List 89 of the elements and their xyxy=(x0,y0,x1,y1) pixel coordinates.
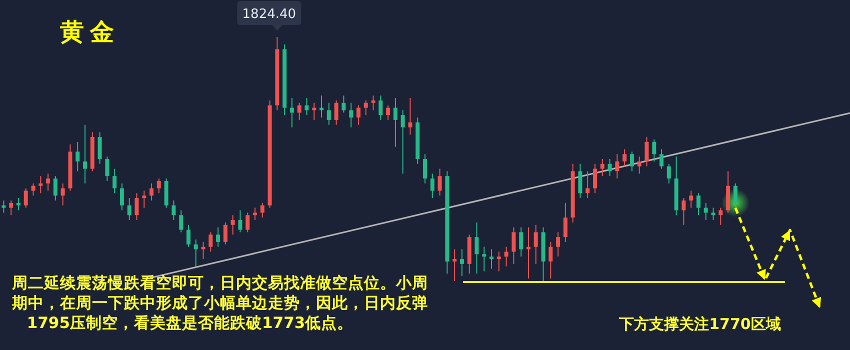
candlestick xyxy=(386,104,390,120)
candlestick xyxy=(393,98,398,148)
candlestick xyxy=(156,178,161,194)
chart-title: 黄金 xyxy=(59,18,120,46)
candlestick xyxy=(586,170,590,199)
candlestick xyxy=(615,154,620,180)
candlestick xyxy=(53,176,58,201)
candlestick xyxy=(112,168,117,194)
candlestick xyxy=(622,148,627,167)
candlestick xyxy=(216,226,220,248)
candlestick xyxy=(400,110,405,174)
candlestick xyxy=(696,192,700,216)
candlestick xyxy=(689,190,694,208)
candlestick xyxy=(304,98,309,116)
candlestick xyxy=(9,200,14,216)
candlestick xyxy=(704,202,708,220)
candlestick xyxy=(105,156,110,182)
candlestick xyxy=(718,207,723,226)
candlestick xyxy=(682,198,686,226)
candlestick xyxy=(548,241,553,280)
candlestick xyxy=(334,100,338,126)
candlestick xyxy=(482,246,486,272)
candlestick xyxy=(24,188,28,208)
candlestick xyxy=(371,95,376,111)
candlestick xyxy=(238,210,242,233)
candlestick xyxy=(2,200,6,214)
candlestick xyxy=(608,158,612,177)
candlestick xyxy=(556,232,560,258)
candlestick xyxy=(452,248,457,282)
candlestick xyxy=(201,241,206,260)
candlestick xyxy=(194,239,198,267)
candlestick xyxy=(172,200,176,220)
candlestick xyxy=(16,198,20,211)
candlestick xyxy=(408,98,412,136)
candlestick xyxy=(179,210,184,233)
candlestick xyxy=(593,163,597,194)
text: 1824.40 xyxy=(242,7,296,22)
candlestick xyxy=(326,102,331,126)
candlestick xyxy=(519,226,524,258)
candlestick xyxy=(38,176,43,194)
candlestick xyxy=(474,222,479,274)
candlestick xyxy=(563,202,568,242)
candlestick xyxy=(127,198,132,220)
candlestick xyxy=(31,182,36,196)
candlestick xyxy=(60,182,65,206)
candlestick xyxy=(364,100,368,116)
candlestick xyxy=(223,222,228,245)
candlestick xyxy=(356,104,360,126)
candlestick xyxy=(142,190,146,208)
candlestick xyxy=(290,98,294,128)
candlestick xyxy=(504,246,508,267)
candlestick xyxy=(46,173,50,192)
candlestick xyxy=(460,248,464,277)
candlestick xyxy=(150,182,154,201)
candlestick xyxy=(134,192,139,220)
text: 下方支撑关注1770区域 xyxy=(618,315,781,333)
candlestick xyxy=(349,102,354,128)
candlestick xyxy=(578,163,582,199)
candlestick xyxy=(438,168,442,196)
candlestick xyxy=(630,151,634,172)
candlestick xyxy=(246,212,250,233)
candlestick xyxy=(186,224,190,248)
candlestick xyxy=(666,163,671,184)
candlestick xyxy=(378,95,383,120)
candlestick xyxy=(297,102,302,120)
candlestick xyxy=(600,158,604,177)
candlestick xyxy=(120,182,124,211)
candlestick xyxy=(526,226,530,280)
candlestick xyxy=(496,251,501,272)
candlestick xyxy=(76,141,80,172)
candlestick xyxy=(430,173,434,199)
candlestick xyxy=(652,138,656,162)
candlestick xyxy=(644,136,649,167)
annotation: 周二延续震荡慢跌看空即可，日内交易找准做空点位。小周期中，在周一下跌中形成了小幅单边走势，因此，日内反弹1795压制空，看美盘是否能跌破1773低点。 xyxy=(11,273,428,332)
candlestick xyxy=(733,182,738,208)
candlestick xyxy=(230,214,235,236)
candlestick xyxy=(342,95,346,114)
candlestick xyxy=(534,224,538,264)
candlestick xyxy=(423,154,427,184)
candlestick xyxy=(260,202,264,218)
candlestick xyxy=(512,226,516,264)
candlestick xyxy=(711,207,716,220)
candlestick xyxy=(253,207,257,220)
candlestick xyxy=(208,232,213,252)
candlestick xyxy=(490,248,494,270)
candlestick xyxy=(83,124,87,184)
candlestick xyxy=(660,148,664,170)
candlestick xyxy=(98,132,102,164)
candlestick xyxy=(637,156,642,174)
